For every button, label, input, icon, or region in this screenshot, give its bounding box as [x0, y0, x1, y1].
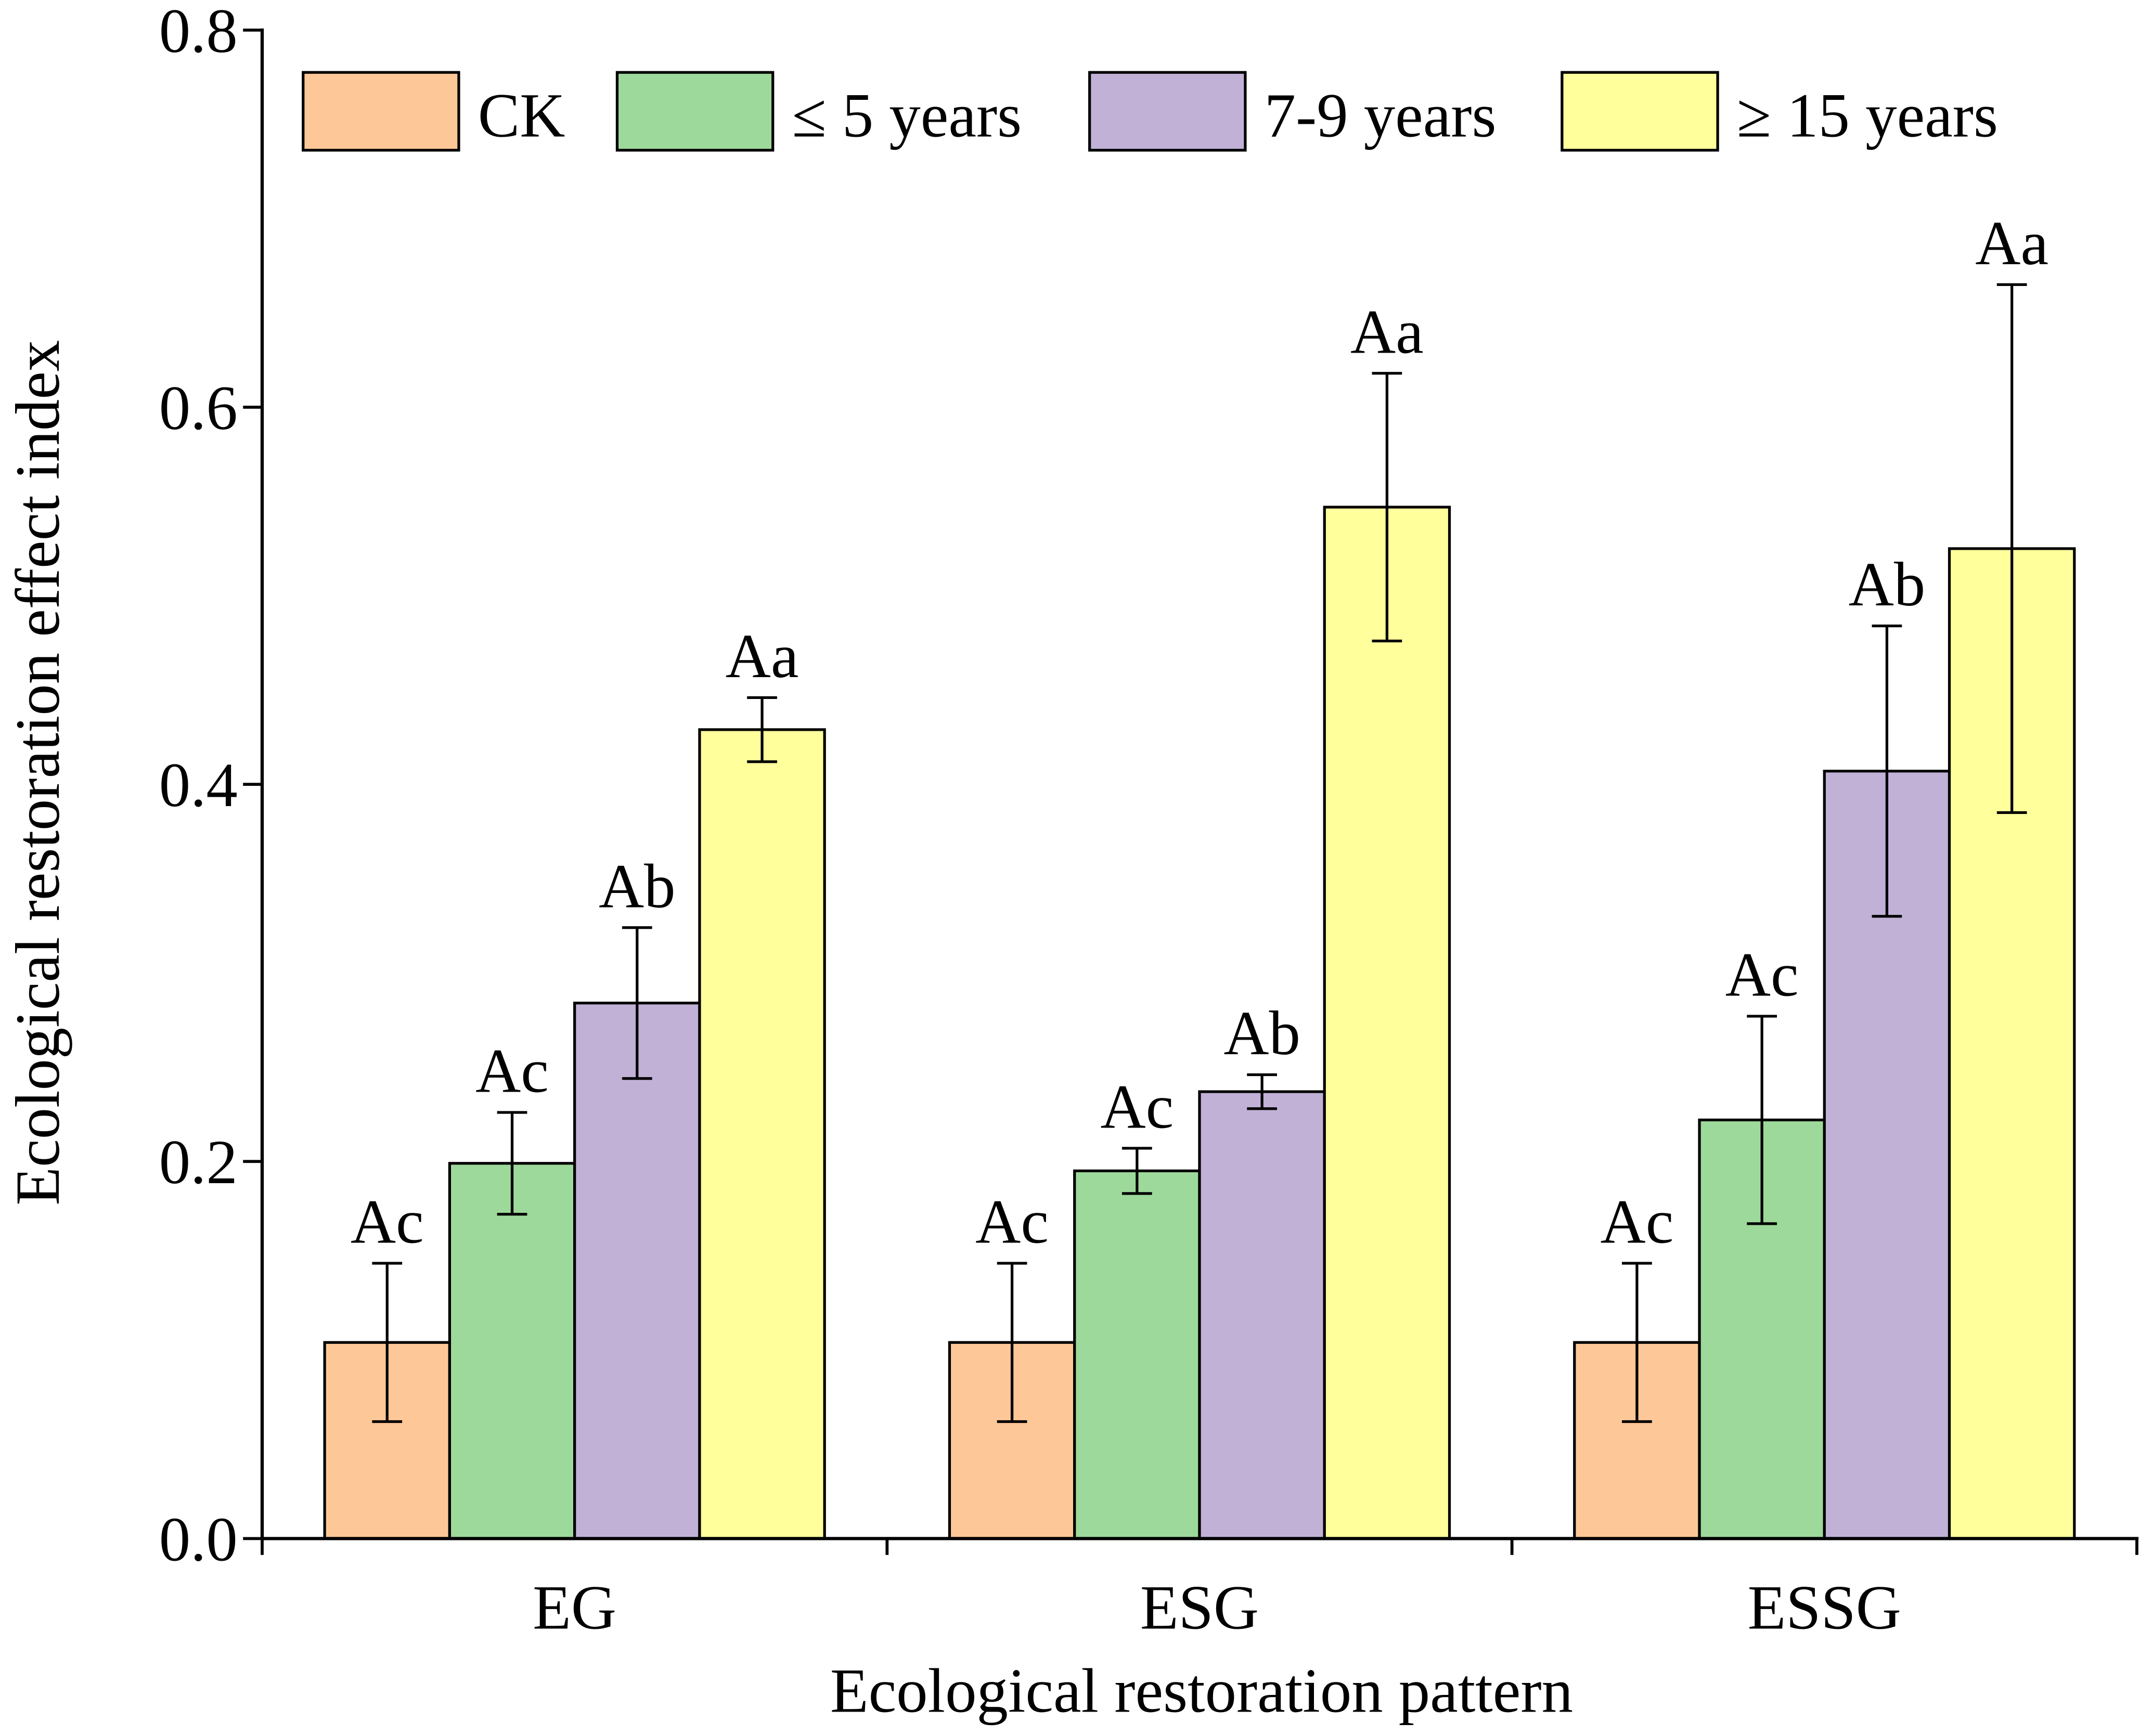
- legend-item-le-5-years: ≤ 5 years: [615, 71, 1022, 152]
- legend-swatch-ge-15-years: [1561, 71, 1719, 152]
- error-bar-eg-ck: [372, 1262, 403, 1423]
- category-label-essg: ESSG: [1748, 1573, 1901, 1643]
- error-bar-essg-ge-15-years: [1996, 283, 2027, 814]
- significance-label-essg-ge-15-years: Aa: [1975, 209, 2048, 278]
- significance-label-esg-ge-15-years: Aa: [1350, 297, 1424, 367]
- error-bar-esg-le-5-years: [1121, 1147, 1152, 1195]
- category-label-esg: ESG: [1140, 1573, 1259, 1643]
- legend-label-7-9-years: 7-9 years: [1265, 81, 1497, 151]
- bar-esg-le-5-years: [1073, 1169, 1201, 1540]
- legend-label-ge-15-years: ≥ 15 years: [1737, 81, 1998, 151]
- plot-bars: Ac Ac Ac Ac Ac Ac Ab Ab Ab Aa Aa Aa: [323, 209, 2076, 1540]
- error-bar-esg-7-9-years: [1247, 1073, 1277, 1110]
- error-bar-eg-le-5-years: [497, 1111, 527, 1216]
- legend-swatch-ck: [302, 71, 460, 152]
- y-tick-label: 0.2: [159, 1128, 238, 1197]
- y-axis-label: Ecological restoration effect index: [3, 340, 73, 1206]
- legend-item-ge-15-years: ≥ 15 years: [1561, 71, 1998, 152]
- significance-label-essg-ck: Ac: [1601, 1187, 1674, 1257]
- significance-label-esg-ck: Ac: [975, 1187, 1049, 1257]
- y-axis: 0.0 0.2 0.4 0.6 0.8: [159, 0, 264, 1574]
- y-tick-label: 0.0: [159, 1505, 238, 1574]
- category-label-eg: EG: [533, 1573, 616, 1643]
- legend-item-7-9-years: 7-9 years: [1088, 71, 1497, 152]
- significance-label-esg-7-9-years: Ab: [1223, 999, 1300, 1068]
- bar-eg-7-9-years: [573, 1002, 701, 1540]
- significance-label-essg-le-5-years: Ac: [1725, 940, 1799, 1010]
- significance-label-eg-ge-15-years: Aa: [726, 621, 799, 691]
- error-bar-esg-ge-15-years: [1372, 372, 1402, 643]
- x-axis-label: Ecological restoration pattern: [830, 1656, 1573, 1726]
- error-bar-essg-le-5-years: [1747, 1015, 1777, 1225]
- bar-eg-ge-15-years: [698, 728, 826, 1540]
- y-tick-label: 0.6: [159, 373, 238, 443]
- significance-label-esg-le-5-years: Ac: [1100, 1072, 1174, 1142]
- significance-label-eg-7-9-years: Ab: [599, 851, 676, 921]
- legend-swatch-le-5-years: [615, 71, 775, 152]
- legend-label-ck: CK: [478, 81, 565, 151]
- error-bar-essg-7-9-years: [1872, 624, 1902, 918]
- x-axis: EG ESG ESSG: [260, 1537, 2139, 1643]
- y-tick-label: 0.8: [159, 0, 238, 66]
- y-tick-label: 0.4: [159, 750, 238, 820]
- error-bar-esg-ck: [997, 1262, 1027, 1423]
- legend-swatch-7-9-years: [1088, 71, 1247, 152]
- significance-label-eg-le-5-years: Ac: [475, 1037, 549, 1106]
- significance-label-essg-7-9-years: Ab: [1849, 550, 1926, 619]
- significance-label-eg-ck: Ac: [351, 1187, 424, 1257]
- error-bar-eg-7-9-years: [622, 926, 652, 1080]
- error-bar-eg-ge-15-years: [747, 696, 777, 763]
- error-bar-essg-ck: [1622, 1262, 1652, 1423]
- bar-esg-ge-15-years: [1323, 506, 1451, 1540]
- legend-label-le-5-years: ≤ 5 years: [792, 81, 1022, 151]
- legend-item-ck: CK: [302, 71, 565, 152]
- bar-eg-le-5-years: [448, 1162, 576, 1540]
- legend: CK ≤ 5 years 7-9 years ≥ 15 years: [302, 71, 1998, 152]
- bar-esg-7-9-years: [1198, 1090, 1326, 1540]
